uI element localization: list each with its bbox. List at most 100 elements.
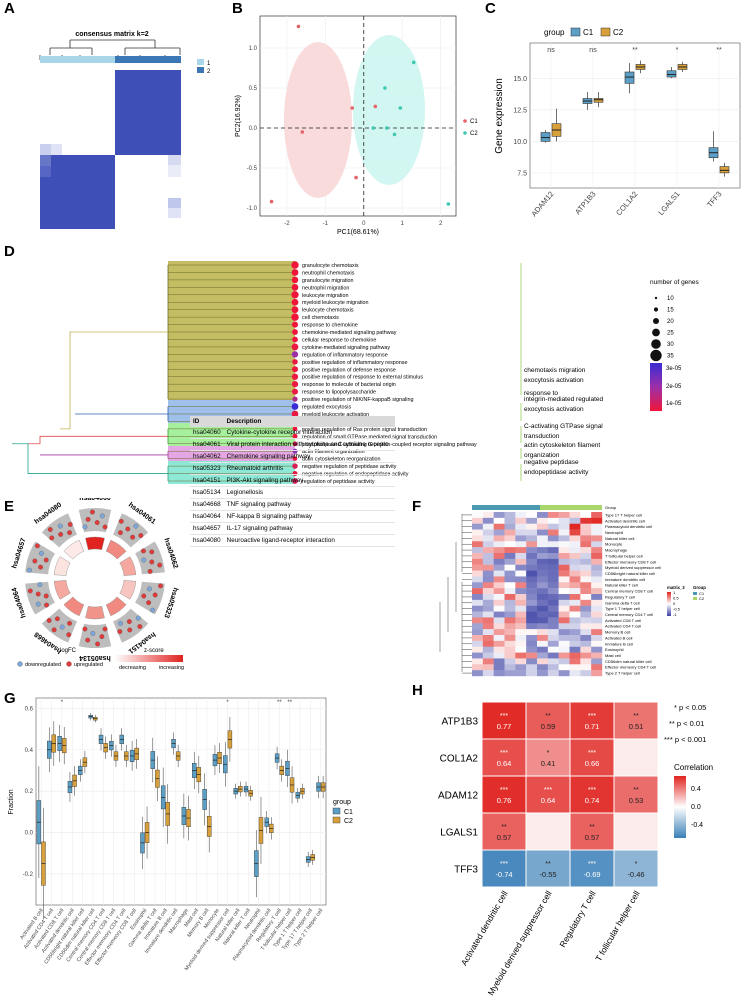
panel-f-cell — [504, 529, 516, 536]
panel-b-ytick: -1.0 — [247, 206, 258, 212]
panel-d-term-label: regulation of inflammatory response — [302, 352, 388, 358]
panel-f-cell — [547, 664, 559, 671]
panel-d-band-chemotaxis — [168, 261, 295, 400]
panel-f-cell — [482, 640, 494, 647]
panel-f-legend-c1: C1 — [699, 591, 705, 596]
panel-f-cell — [472, 535, 484, 542]
panel-d-term-dot — [291, 343, 299, 351]
panel-c-gene-expression: group C1 C2 15.0 12.5 10.0 7.5 ns ADAM12 ns ATP… — [494, 27, 741, 218]
panel-e-gene-dot — [126, 619, 132, 625]
panel-f-cell — [472, 570, 484, 577]
panel-f-row-label: CD56dim natural killer cell — [605, 659, 652, 664]
panel-f-cell — [493, 652, 505, 659]
panel-d-term-label: cellular response to chemokine — [302, 337, 376, 343]
panel-f-cell — [472, 588, 484, 595]
panel-f-cell — [504, 558, 516, 565]
panel-f-cell — [547, 611, 559, 618]
panel-e-up-label: upregulated — [74, 662, 103, 668]
panel-h-cell-stars: ** — [589, 824, 595, 831]
panel-f-cell — [526, 658, 538, 665]
panel-d-cluster-label: negative peptidase — [524, 459, 579, 466]
panel-f-cell — [558, 599, 570, 606]
panel-e-gene-dot — [149, 559, 155, 565]
panel-e-row-desc: IL-17 signaling pathway — [223, 522, 395, 535]
panel-e-inner-segment — [119, 556, 137, 576]
panel-e-gene-dot — [141, 548, 146, 554]
panel-f-legend-val: -1 — [673, 612, 677, 617]
panel-e-ring-label: hsa04060 — [79, 498, 111, 502]
panel-e-table-row: hsa04064 NF-kappa B signaling pathway — [190, 510, 395, 523]
panel-f-cell — [493, 512, 505, 519]
panel-f-row-label: Myeloid derived suppressor cell — [605, 565, 661, 570]
panel-f-cell — [537, 523, 549, 530]
panel-label-b: B — [232, 0, 243, 17]
panel-e-ring-label: hsa04064 — [11, 586, 27, 618]
panel-f-legend-val: 1 — [673, 590, 676, 595]
panel-e-outer-segment — [25, 541, 55, 575]
panel-f-cell — [482, 564, 494, 571]
panel-f-cell — [515, 611, 527, 618]
panel-e-row-id: hsa05134 — [190, 486, 224, 499]
panel-label-d: D — [4, 243, 15, 260]
panel-f-cell — [547, 512, 559, 519]
panel-f-cell — [526, 529, 538, 536]
panel-f-cell — [591, 594, 603, 601]
panel-h-corr-tick-0: 0.4 — [691, 786, 701, 793]
panel-e-gene-dot — [85, 637, 91, 643]
panel-f-cell — [515, 652, 527, 659]
panel-d-cluster-label: C-activating GTPase signal — [524, 423, 603, 430]
panel-f-cell — [558, 541, 570, 548]
panel-h-cell-value: 0.76 — [497, 796, 512, 805]
panel-g-legend-c1: C1 — [344, 809, 353, 816]
panel-b-point-c2 — [385, 126, 389, 130]
panel-f-cell — [537, 588, 549, 595]
panel-f-cell — [569, 594, 581, 601]
panel-g-legend-c2: C2 — [344, 818, 353, 825]
panel-e-gene-dot — [82, 626, 88, 632]
panel-f-legend-title-1: matrix_3 — [667, 585, 685, 590]
panel-e-row-desc: TNF signaling pathway — [223, 498, 395, 511]
panel-h-cell-stars: *** — [500, 787, 508, 794]
panel-f-cell — [537, 658, 549, 665]
panel-f-row-label: Effector memeory CD8 T cell — [605, 559, 656, 564]
panel-f-cell — [558, 588, 570, 595]
panel-f-cell — [547, 623, 559, 630]
panel-f-cell — [591, 558, 603, 565]
panel-b-ytick: -0.5 — [247, 166, 258, 172]
panel-e-gene-dot — [158, 583, 163, 589]
panel-h-col-label: Regulatory T cell — [557, 889, 597, 949]
panel-e-gene-dot — [133, 523, 139, 529]
panel-f-cell — [504, 582, 516, 589]
panel-h-cell-value: -0.74 — [495, 870, 512, 879]
panel-f-cell — [569, 617, 581, 624]
panel-e-ring-label: hsa05323 — [162, 586, 178, 618]
panel-f-cell — [482, 623, 494, 630]
panel-h-cell-stars: *** — [500, 861, 508, 868]
panel-e-gene-dot — [117, 530, 123, 536]
panel-b-legend-c2: C2 — [470, 131, 478, 137]
panel-label-a: A — [4, 0, 15, 17]
panel-f-cell — [558, 629, 570, 636]
panel-e-row-id: hsa04061 — [190, 438, 224, 451]
panel-e-outer-segment — [135, 581, 165, 615]
panel-f-cell — [482, 588, 494, 595]
panel-b-xtick: 0 — [362, 221, 366, 227]
panel-d-term-dot — [292, 359, 298, 365]
panel-g-signif: ** — [287, 700, 292, 706]
panel-f-cell — [515, 640, 527, 647]
panel-d-term-label: cytokine-mediated signaling pathway — [302, 345, 390, 351]
panel-f-cell — [515, 664, 527, 671]
panel-e-gene-dot — [141, 557, 147, 563]
panel-f-cell — [547, 670, 559, 677]
panel-d-term-dot — [291, 298, 299, 306]
panel-e-gene-dot — [43, 557, 49, 563]
panel-f-cell — [526, 553, 538, 560]
panel-e-inner-segment — [119, 580, 137, 600]
panel-d-size-dot — [650, 349, 662, 362]
panel-a-legend-swatch-1 — [197, 59, 204, 65]
panel-f-cell — [580, 529, 592, 536]
panel-d-cluster-label: exocytosis activation — [524, 406, 584, 413]
panel-h-cell — [613, 849, 659, 888]
panel-f-cell — [569, 599, 581, 606]
panel-e-gene-dot — [49, 535, 55, 541]
